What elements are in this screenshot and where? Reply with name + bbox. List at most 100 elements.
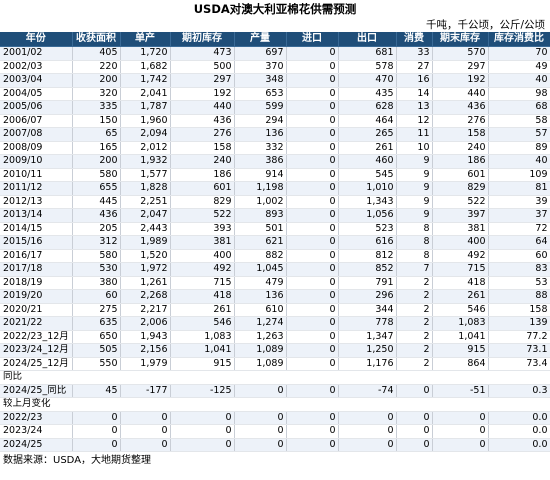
value-cell: 9: [396, 181, 433, 196]
value-cell: 0: [120, 411, 171, 425]
supply-demand-table: 年份 收获面积 单产 期初库存 产量 进口 出口 消费 期末库存 库存消费比 2001/02 405…: [0, 32, 550, 452]
value-cell: 0: [286, 276, 339, 290]
value-cell: 0: [286, 100, 339, 115]
value-cell: 0.0: [488, 411, 550, 425]
value-cell: 0: [234, 411, 287, 425]
year-cell: 2015/16: [0, 235, 73, 250]
value-cell: 220: [72, 60, 121, 74]
value-cell: 8: [396, 249, 433, 263]
value-cell: 8: [396, 235, 433, 250]
table-row: 2003/04 200 1,742 297 348 0 470 16 192 40: [0, 73, 550, 88]
value-cell: 1,083: [432, 316, 489, 331]
value-cell: 418: [170, 289, 235, 304]
value-cell: 914: [234, 168, 287, 182]
value-cell: 296: [338, 289, 397, 304]
value-cell: 386: [234, 154, 287, 169]
value-cell: 1,041: [432, 330, 489, 344]
column-header: 期末库存: [432, 32, 489, 47]
table-row: 2021/22 635 2,006 546 1,274 0 778 2 1,083 139: [0, 316, 550, 331]
table-row: 2022/23 0 0 0 0 0 0 0 0 0.0: [0, 411, 550, 425]
value-cell: 0: [170, 411, 235, 425]
value-cell: 0: [234, 384, 287, 398]
value-cell: 57: [488, 127, 550, 142]
table-row: 2016/17 580 1,520 400 882 0 812 8 492 60: [0, 249, 550, 263]
value-cell: 0: [72, 438, 121, 452]
value-cell: -51: [432, 384, 489, 398]
table-row: 2001/02 405 1,720 473 697 0 681 33 570 70: [0, 46, 550, 61]
value-cell: 1,089: [234, 343, 287, 358]
value-cell: 276: [170, 127, 235, 142]
value-cell: 0: [286, 316, 339, 331]
value-cell: 275: [72, 303, 121, 317]
value-cell: 436: [170, 114, 235, 128]
value-cell: 0: [286, 303, 339, 317]
value-cell: 2,047: [120, 208, 171, 223]
value-cell: 681: [338, 46, 397, 61]
table-row: 2023/24_12月 505 2,156 1,041 1,089 0 1,250 2 915 7…: [0, 343, 550, 358]
table-row: 2024/25 0 0 0 0 0 0 0 0 0.0: [0, 438, 550, 452]
value-cell: 1,343: [338, 195, 397, 209]
column-header: 期初库存: [170, 32, 235, 47]
value-cell: 89: [488, 141, 550, 155]
value-cell: 297: [170, 73, 235, 88]
value-cell: 545: [338, 168, 397, 182]
value-cell: 60: [72, 289, 121, 304]
value-cell: 139: [488, 316, 550, 331]
value-cell: 68: [488, 100, 550, 115]
yoy-section: 同比: [0, 370, 550, 385]
table-row: 2019/20 60 2,268 418 136 0 296 2 261 88: [0, 289, 550, 304]
value-cell: 73.4: [488, 357, 550, 371]
value-cell: 546: [432, 303, 489, 317]
value-cell: 473: [170, 46, 235, 61]
value-cell: 381: [432, 222, 489, 236]
value-cell: 1,682: [120, 60, 171, 74]
value-cell: 2: [396, 330, 433, 344]
value-cell: 0: [396, 438, 433, 452]
year-cell: 2017/18: [0, 262, 73, 277]
table-row: 2017/18 530 1,972 492 1,045 0 852 7 715 83: [0, 262, 550, 277]
value-cell: -177: [120, 384, 171, 398]
value-cell: 12: [396, 114, 433, 128]
value-cell: 0: [234, 438, 287, 452]
value-cell: 580: [72, 168, 121, 182]
value-cell: 37: [488, 208, 550, 223]
year-cell: 2005/06: [0, 100, 73, 115]
table-row: 2006/07 150 1,960 436 294 0 464 12 276 58: [0, 114, 550, 128]
value-cell: 501: [234, 222, 287, 236]
value-cell: 523: [338, 222, 397, 236]
year-cell: 2008/09: [0, 141, 73, 155]
value-cell: 1,198: [234, 181, 287, 196]
value-cell: 200: [72, 154, 121, 169]
value-cell: 1,176: [338, 357, 397, 371]
value-cell: 9: [396, 208, 433, 223]
value-cell: 2: [396, 276, 433, 290]
value-cell: 0: [396, 411, 433, 425]
value-cell: 440: [432, 87, 489, 101]
value-cell: 0.3: [488, 384, 550, 398]
year-cell: 2012/13: [0, 195, 73, 209]
value-cell: 9: [396, 168, 433, 182]
value-cell: 464: [338, 114, 397, 128]
mom-section-label: 较上月变化: [0, 397, 550, 412]
value-cell: 0: [286, 168, 339, 182]
value-cell: 436: [432, 100, 489, 115]
value-cell: 186: [170, 168, 235, 182]
value-cell: 77.2: [488, 330, 550, 344]
column-header: 消费: [396, 32, 433, 47]
value-cell: 9: [396, 154, 433, 169]
year-cell: 2016/17: [0, 249, 73, 263]
value-cell: 83: [488, 262, 550, 277]
value-cell: 332: [234, 141, 287, 155]
value-cell: 192: [432, 73, 489, 88]
year-cell: 2019/20: [0, 289, 73, 304]
value-cell: 530: [72, 262, 121, 277]
value-cell: 0: [286, 384, 339, 398]
table-row: 2013/14 436 2,047 522 893 0 1,056 9 397 37: [0, 208, 550, 223]
value-cell: 192: [170, 87, 235, 101]
year-cell: 2023/24: [0, 424, 73, 439]
value-cell: 8: [396, 222, 433, 236]
value-cell: 2: [396, 357, 433, 371]
value-cell: 1,943: [120, 330, 171, 344]
value-cell: 11: [396, 127, 433, 142]
